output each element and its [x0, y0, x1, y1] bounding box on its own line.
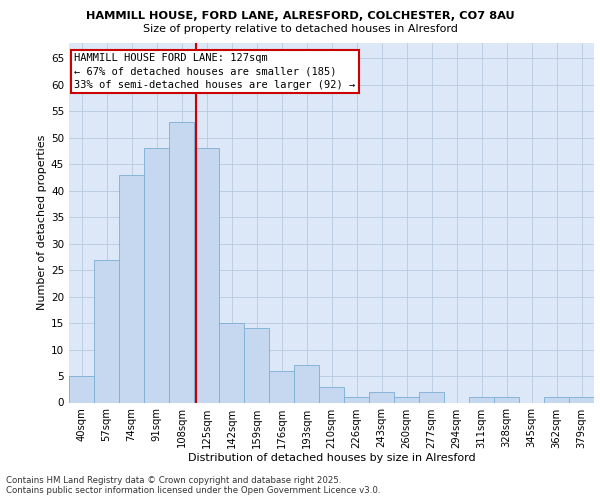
- Y-axis label: Number of detached properties: Number of detached properties: [37, 135, 47, 310]
- Bar: [344, 397, 369, 402]
- X-axis label: Distribution of detached houses by size in Alresford: Distribution of detached houses by size …: [188, 454, 475, 464]
- Bar: [244, 328, 269, 402]
- Bar: [294, 366, 319, 403]
- Bar: [144, 148, 169, 402]
- Bar: [194, 148, 219, 402]
- Bar: [269, 370, 294, 402]
- Text: HAMMILL HOUSE, FORD LANE, ALRESFORD, COLCHESTER, CO7 8AU: HAMMILL HOUSE, FORD LANE, ALRESFORD, COL…: [86, 11, 514, 21]
- Text: HAMMILL HOUSE FORD LANE: 127sqm
← 67% of detached houses are smaller (185)
33% o: HAMMILL HOUSE FORD LANE: 127sqm ← 67% of…: [74, 54, 355, 90]
- Bar: [394, 397, 419, 402]
- Bar: [569, 397, 594, 402]
- Bar: [469, 397, 494, 402]
- Bar: [494, 397, 519, 402]
- Text: Contains HM Land Registry data © Crown copyright and database right 2025.
Contai: Contains HM Land Registry data © Crown c…: [6, 476, 380, 495]
- Bar: [544, 397, 569, 402]
- Text: Size of property relative to detached houses in Alresford: Size of property relative to detached ho…: [143, 24, 457, 34]
- Bar: [219, 323, 244, 402]
- Bar: [169, 122, 194, 402]
- Bar: [69, 376, 94, 402]
- Bar: [119, 175, 144, 402]
- Bar: [319, 386, 344, 402]
- Bar: [419, 392, 444, 402]
- Bar: [94, 260, 119, 402]
- Bar: [369, 392, 394, 402]
